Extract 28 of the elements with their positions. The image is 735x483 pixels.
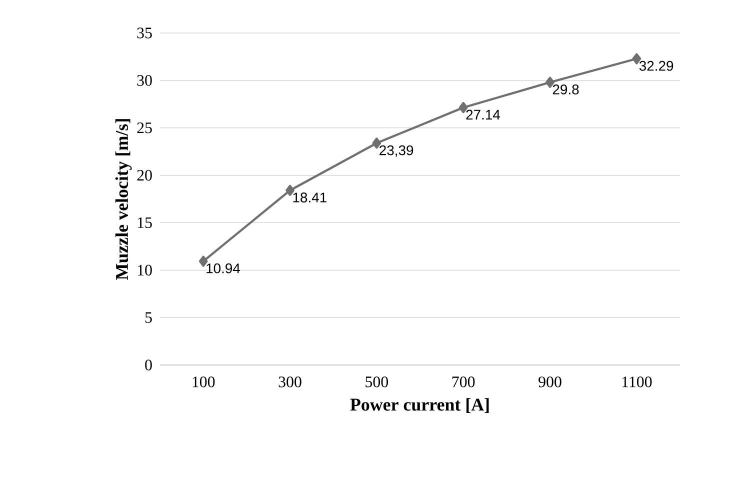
point bbox=[198, 256, 208, 267]
data-label: 18.41 bbox=[293, 192, 326, 202]
y-tick-label: 15 bbox=[138, 217, 152, 228]
data-label: 29.8 bbox=[552, 84, 579, 94]
x-tick-label: 100 bbox=[192, 376, 215, 388]
point bbox=[546, 76, 554, 88]
y-axis-title: Muzzle velocity [m/s] bbox=[115, 119, 132, 280]
point bbox=[632, 53, 642, 64]
point bbox=[372, 138, 382, 149]
data-label: 27.14 bbox=[466, 110, 500, 120]
data-label: 23,39 bbox=[380, 145, 414, 157]
y-tick-label: 0 bbox=[145, 360, 152, 370]
x-tick-label: 700 bbox=[452, 376, 475, 388]
data-label: 10.94 bbox=[206, 263, 240, 274]
y-tick-label: 30 bbox=[137, 75, 152, 86]
y-tick-label: 5 bbox=[145, 312, 152, 323]
point bbox=[458, 102, 468, 114]
x-tick-label: 1100 bbox=[622, 376, 652, 388]
y-tick-label: 25 bbox=[137, 122, 152, 134]
y-tick-label: 35 bbox=[137, 28, 152, 38]
x-tick-label: 300 bbox=[278, 376, 302, 388]
x-tick-label: 900 bbox=[538, 376, 562, 388]
x-axis-title: Power current [A] bbox=[350, 398, 489, 413]
data-label: 32.29 bbox=[639, 60, 674, 71]
x-tick-label: 500 bbox=[366, 376, 388, 388]
y-tick-label: 20 bbox=[137, 170, 152, 181]
point bbox=[286, 184, 294, 196]
y-tick-label: 10 bbox=[138, 264, 152, 276]
